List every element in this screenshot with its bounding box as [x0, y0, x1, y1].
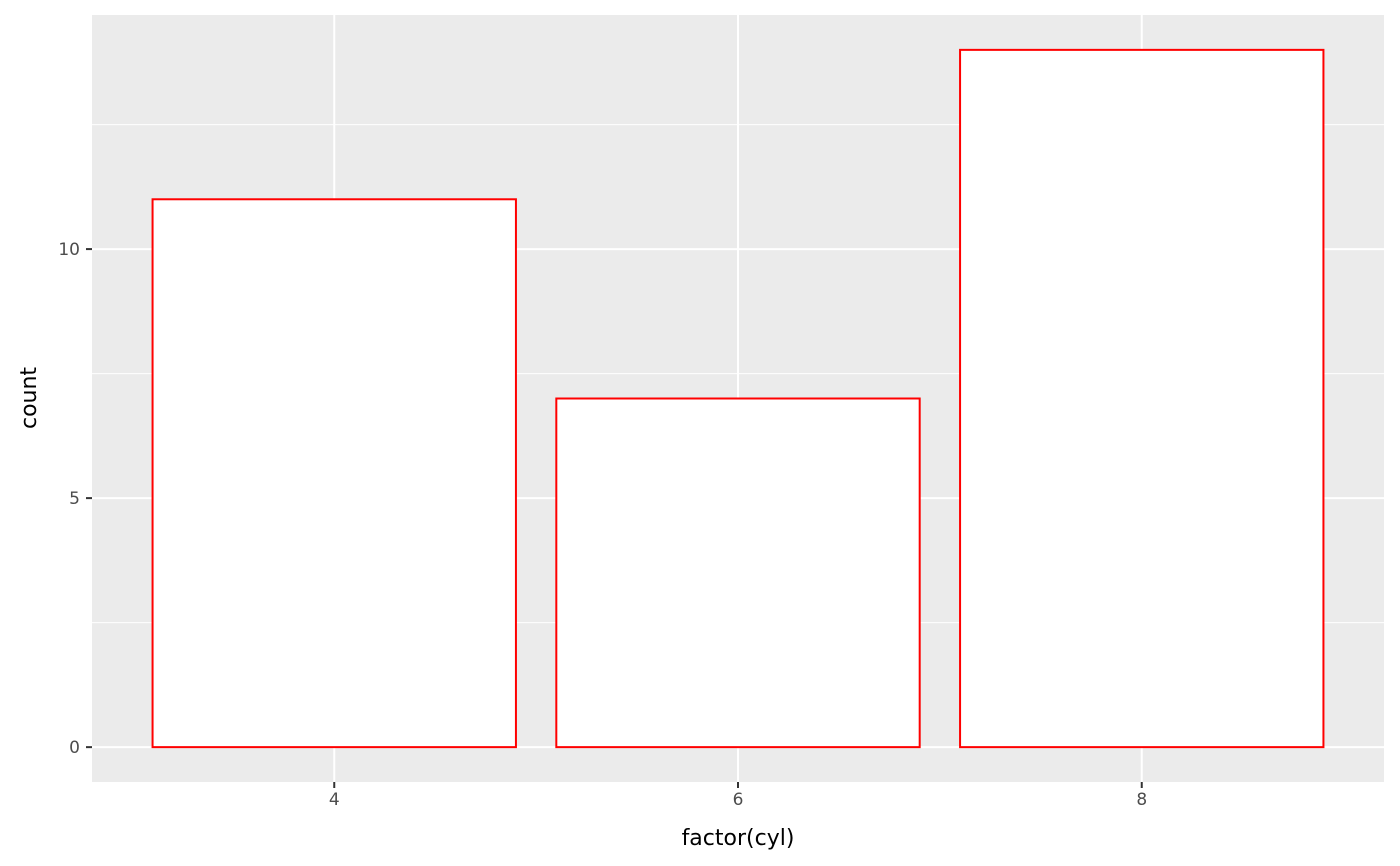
- y-axis-label: count: [17, 367, 42, 429]
- y-tick-label: 5: [69, 489, 80, 509]
- bar-8: [959, 48, 1325, 749]
- y-tick-label: 10: [58, 240, 80, 260]
- bar-4: [151, 198, 517, 749]
- y-tick-label: 0: [69, 738, 80, 758]
- x-tick-label: 6: [733, 790, 744, 810]
- x-axis-label: factor(cyl): [682, 826, 795, 851]
- bars: [151, 48, 1325, 749]
- bar-6: [555, 397, 921, 749]
- x-tick-label: 4: [329, 790, 340, 810]
- axes: 0 5 10 4 6 8: [58, 240, 1147, 810]
- x-tick-label: 8: [1136, 790, 1147, 810]
